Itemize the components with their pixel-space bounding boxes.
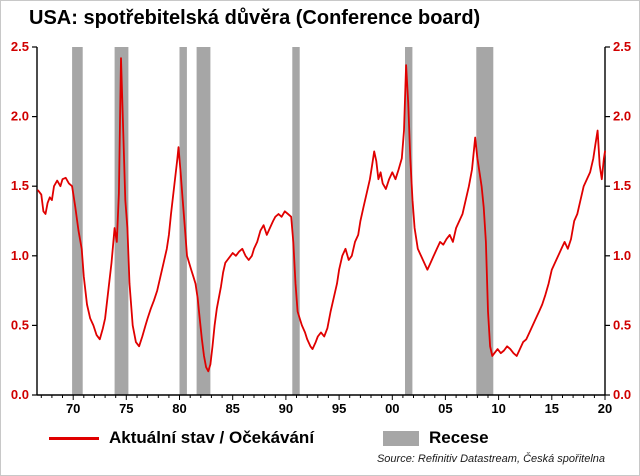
x-tick-label: 75 (119, 401, 133, 416)
x-tick-label: 05 (438, 401, 452, 416)
x-tick-label: 80 (172, 401, 186, 416)
y-tick-label: 1.0 (11, 248, 29, 263)
y-tick-label: 0.5 (11, 317, 29, 332)
y-tick-label: 0.0 (613, 387, 631, 402)
legend-line-sample-icon (49, 436, 99, 440)
y-tick-label: 2.5 (11, 39, 29, 54)
chart-legend: Aktuální stav / Očekávání Recese (1, 425, 639, 451)
recession-band (196, 47, 211, 395)
legend-recession-swatch-icon (383, 430, 419, 446)
y-tick-label: 2.5 (613, 39, 631, 54)
confidence-ratio-line (37, 57, 606, 373)
x-tick-label: 70 (66, 401, 80, 416)
y-tick-label: 2.0 (613, 109, 631, 124)
y-tick-label: 2.0 (11, 109, 29, 124)
legend-item-recession: Recese (383, 425, 489, 451)
x-tick-label: 20 (598, 401, 612, 416)
y-tick-label: 0.5 (613, 317, 631, 332)
legend-recession-label: Recese (429, 428, 489, 447)
y-tick-label: 1.0 (613, 248, 631, 263)
recession-band (405, 47, 413, 395)
x-tick-label: 95 (332, 401, 346, 416)
recession-band (114, 47, 129, 395)
legend-item-series: Aktuální stav / Očekávání (49, 425, 314, 451)
recession-band (179, 47, 187, 395)
x-tick-label: 10 (491, 401, 505, 416)
y-tick-label: 0.0 (11, 387, 29, 402)
y-tick-label: 1.5 (613, 178, 631, 193)
legend-series-label: Aktuální stav / Očekávání (109, 428, 315, 447)
x-tick-label: 15 (545, 401, 559, 416)
recession-band (292, 47, 300, 395)
y-tick-label: 1.5 (11, 178, 29, 193)
x-tick-label: 90 (279, 401, 293, 416)
chart-title: USA: spotřebitelská důvěra (Conference b… (29, 7, 481, 29)
x-tick-label: 00 (385, 401, 399, 416)
x-tick-label: 85 (225, 401, 239, 416)
source-note: Source: Refinitiv Datastream, Česká spoř… (376, 453, 605, 465)
